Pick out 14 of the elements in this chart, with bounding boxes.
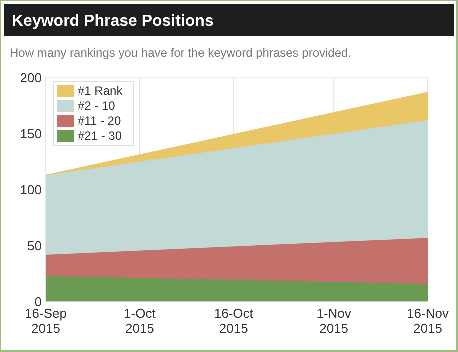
chart-subtitle: How many rankings you have for the keyword phrases provided. <box>10 46 352 60</box>
legend-label: #11 - 20 <box>78 114 122 128</box>
y-tick-label: 200 <box>20 70 42 86</box>
x-tick-label: 1-Nov 2015 <box>316 306 352 336</box>
x-tick-label: 16-Oct 2015 <box>214 306 254 336</box>
chart-title: Keyword Phrase Positions <box>12 13 214 30</box>
y-tick-label: 50 <box>28 238 42 254</box>
legend-label: #21 - 30 <box>78 129 122 143</box>
y-tick-label: 150 <box>20 126 42 142</box>
legend-label: #1 Rank <box>78 84 124 98</box>
x-tick-label: 1-Oct 2015 <box>124 306 156 336</box>
legend-label: #2 - 10 <box>78 99 116 113</box>
x-tick-label: 16-Nov 2015 <box>407 306 450 336</box>
y-tick-label: 100 <box>20 182 42 198</box>
